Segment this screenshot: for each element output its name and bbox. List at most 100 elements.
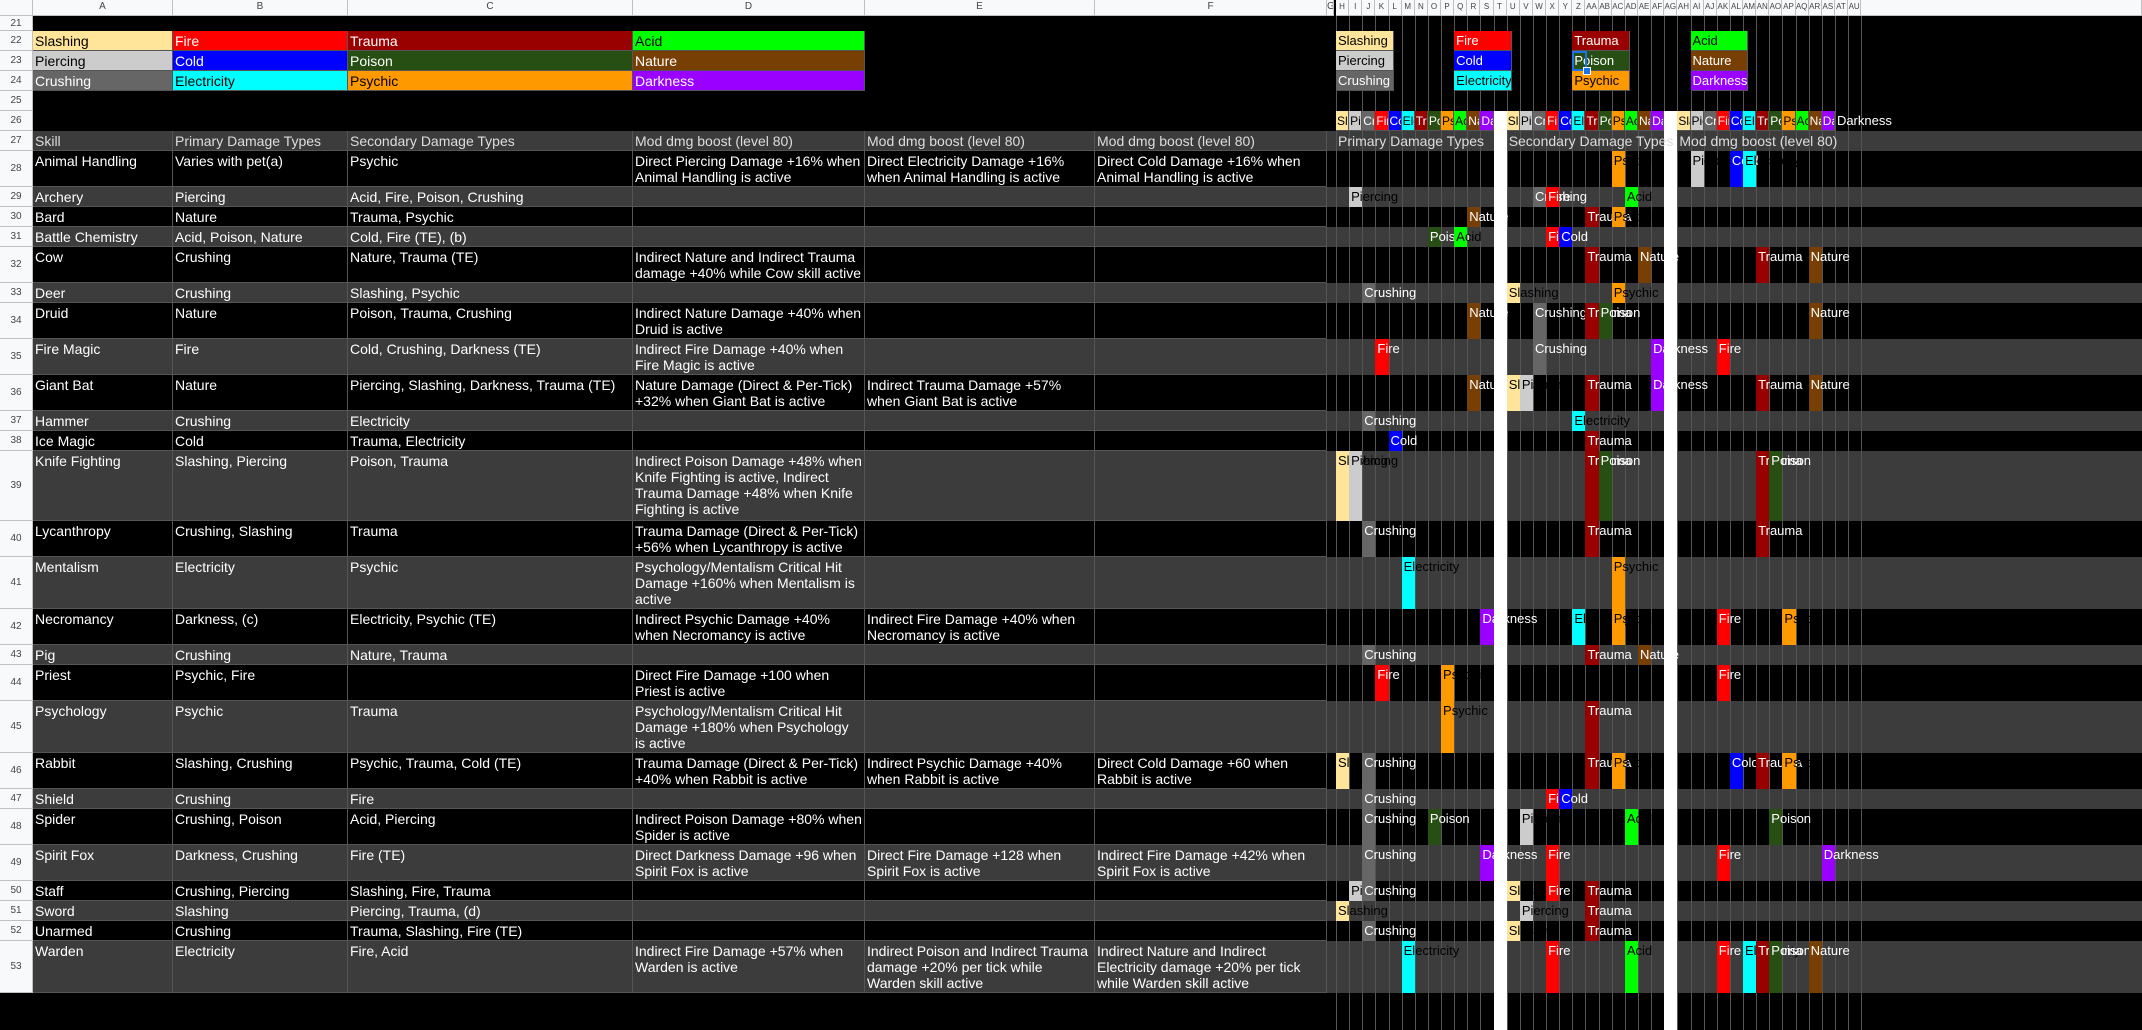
cell-mod3[interactable] <box>1095 557 1327 609</box>
column-header[interactable]: AR <box>1808 0 1822 16</box>
row-header[interactable]: 21 <box>0 16 33 31</box>
cell-primary[interactable]: Crushing, Poison <box>173 809 348 845</box>
row-header[interactable]: 31 <box>0 227 33 247</box>
cell-mod3[interactable] <box>1095 609 1327 645</box>
cell-skill[interactable]: Druid <box>33 303 173 339</box>
cell-secondary[interactable]: Slashing, Fire, Trauma <box>348 881 633 901</box>
cell-mod3[interactable] <box>1095 921 1327 941</box>
column-header[interactable]: AO <box>1769 0 1783 16</box>
column-header[interactable]: P <box>1441 0 1455 16</box>
cell-primary[interactable]: Varies with pet(a) <box>173 151 348 187</box>
column-header[interactable]: AN <box>1756 0 1770 16</box>
column-header[interactable]: AK <box>1716 0 1730 16</box>
column-header[interactable]: AU <box>1848 0 1862 16</box>
right-legend-cell[interactable]: Nature <box>1690 51 1749 71</box>
cell-mod3[interactable] <box>1095 339 1327 375</box>
cell-mod2[interactable] <box>865 901 1095 921</box>
cell-skill[interactable]: Deer <box>33 283 173 303</box>
row-header[interactable]: 51 <box>0 901 33 921</box>
cell-mod1[interactable] <box>633 411 865 431</box>
cell-mod3[interactable] <box>1095 303 1327 339</box>
cell-secondary[interactable] <box>348 665 633 701</box>
row-header[interactable]: 52 <box>0 921 33 941</box>
cell-mod3[interactable] <box>1095 207 1327 227</box>
cell-mod2[interactable] <box>865 283 1095 303</box>
legend-cell[interactable]: Psychic <box>348 71 633 91</box>
cell-primary[interactable]: Slashing, Piercing <box>173 451 348 521</box>
cell-skill[interactable]: Shield <box>33 789 173 809</box>
cell-skill[interactable]: Animal Handling <box>33 151 173 187</box>
cell-primary[interactable]: Slashing <box>173 901 348 921</box>
cell-mod3[interactable] <box>1095 701 1327 753</box>
row-header[interactable]: 29 <box>0 187 33 207</box>
row-header[interactable]: 48 <box>0 809 33 845</box>
row-header[interactable]: 35 <box>0 339 33 375</box>
right-legend-cell[interactable]: Psychic <box>1572 71 1631 91</box>
cell-mod1[interactable] <box>633 881 865 901</box>
column-header[interactable]: O <box>1427 0 1442 16</box>
cell-mod3[interactable] <box>1095 247 1327 283</box>
row-header[interactable]: 34 <box>0 303 33 339</box>
legend-cell[interactable]: Nature <box>633 51 865 71</box>
column-header[interactable]: AF <box>1651 0 1665 16</box>
column-header[interactable]: S <box>1480 0 1494 16</box>
cell-secondary[interactable]: Trauma, Slashing, Fire (TE) <box>348 921 633 941</box>
cell-skill[interactable]: Necromancy <box>33 609 173 645</box>
cell-secondary[interactable]: Trauma, Electricity <box>348 431 633 451</box>
cell-secondary[interactable]: Fire (TE) <box>348 845 633 881</box>
row-header[interactable]: 37 <box>0 411 33 431</box>
cell-primary[interactable]: Darkness, Crushing <box>173 845 348 881</box>
column-header[interactable]: D <box>633 0 865 16</box>
column-header[interactable]: W <box>1532 0 1547 16</box>
cell-skill[interactable]: Lycanthropy <box>33 521 173 557</box>
cell-primary[interactable]: Nature <box>173 303 348 339</box>
cell-primary[interactable]: Electricity <box>173 557 348 609</box>
cell-primary[interactable]: Darkness, (c) <box>173 609 348 645</box>
cell-primary[interactable]: Fire <box>173 339 348 375</box>
cell-secondary[interactable]: Psychic <box>348 557 633 609</box>
right-legend-cell[interactable]: Darkness <box>1690 71 1749 91</box>
column-header[interactable]: AB <box>1598 0 1612 16</box>
cell-mod1[interactable]: Psychology/Mentalism Critical Hit Damage… <box>633 557 865 609</box>
cell-mod2[interactable] <box>865 411 1095 431</box>
column-header[interactable]: U <box>1506 0 1520 16</box>
cell-mod1[interactable] <box>633 921 865 941</box>
cell-secondary[interactable]: Electricity, Psychic (TE) <box>348 609 633 645</box>
cell-skill[interactable]: Psychology <box>33 701 173 753</box>
cell-primary[interactable]: Slashing, Crushing <box>173 753 348 789</box>
cell-mod1[interactable]: Direct Darkness Damage +96 when Spirit F… <box>633 845 865 881</box>
cell-skill[interactable]: Spider <box>33 809 173 845</box>
cell-mod3[interactable]: Indirect Fire Damage +42% when Spirit Fo… <box>1095 845 1327 881</box>
right-legend-cell[interactable]: Piercing <box>1336 51 1394 71</box>
column-header[interactable]: M <box>1401 0 1415 16</box>
row-header[interactable]: 30 <box>0 207 33 227</box>
right-legend-cell[interactable]: Slashing <box>1336 31 1394 51</box>
cell-secondary[interactable]: Nature, Trauma <box>348 645 633 665</box>
legend-cell[interactable]: Piercing <box>33 51 173 71</box>
cell-secondary[interactable]: Poison, Trauma, Crushing <box>348 303 633 339</box>
cell-mod2[interactable] <box>865 303 1095 339</box>
cell-mod1[interactable]: Indirect Poison Damage +48% when Knife F… <box>633 451 865 521</box>
column-header[interactable]: L <box>1388 0 1402 16</box>
cell-mod1[interactable] <box>633 187 865 207</box>
header-cell-secondary[interactable]: Secondary Damage Types <box>348 131 633 151</box>
cell-mod1[interactable] <box>633 431 865 451</box>
right-legend-cell[interactable]: Electricity <box>1454 71 1512 91</box>
cell-mod2[interactable]: Direct Electricity Damage +16% when Anim… <box>865 151 1095 187</box>
cell-mod1[interactable]: Psychology/Mentalism Critical Hit Damage… <box>633 701 865 753</box>
cell-mod3[interactable] <box>1095 645 1327 665</box>
cell-mod1[interactable]: Direct Fire Damage +100 when Priest is a… <box>633 665 865 701</box>
cell-mod3[interactable]: Direct Cold Damage +60 when Rabbit is ac… <box>1095 753 1327 789</box>
row-header[interactable]: 39 <box>0 451 33 521</box>
column-header[interactable]: Y <box>1559 0 1573 16</box>
row-header[interactable]: 42 <box>0 609 33 645</box>
cell-mod2[interactable] <box>865 645 1095 665</box>
column-header[interactable]: R <box>1467 0 1481 16</box>
column-header[interactable]: AD <box>1624 0 1638 16</box>
column-header[interactable]: X <box>1546 0 1560 16</box>
column-header[interactable]: AT <box>1834 0 1849 16</box>
cell-secondary[interactable]: Psychic <box>348 151 633 187</box>
row-header[interactable]: 26 <box>0 111 33 131</box>
cell-mod2[interactable] <box>865 789 1095 809</box>
cell-secondary[interactable]: Acid, Fire, Poison, Crushing <box>348 187 633 207</box>
